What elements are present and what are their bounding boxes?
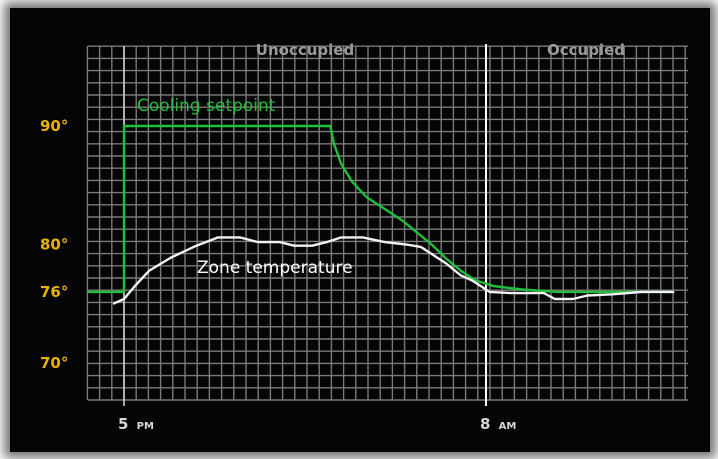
series-label-zone-temperature: Zone temperature (197, 258, 353, 278)
x-tick-label: 8 AM (480, 415, 516, 433)
y-tick-label: 70° (40, 354, 68, 372)
grid (86, 45, 688, 401)
zone-temperature-line (112, 236, 675, 305)
x-tick-label: 5 PM (118, 415, 154, 433)
chart-panel (10, 8, 710, 452)
series-layer (88, 124, 675, 305)
y-tick-label: 80° (40, 236, 68, 254)
text-layer: 90° 80° 76° 70° 5 PM 8 AM Unoccupied Occupied Co… (40, 41, 625, 433)
y-tick-label: 76° (40, 283, 68, 301)
region-label-unoccupied: Unoccupied (256, 41, 354, 59)
y-tick-label: 90° (40, 117, 68, 135)
region-label-occupied: Occupied (547, 41, 625, 59)
series-label-cooling-setpoint: Cooling setpoint (137, 96, 276, 116)
cooling-setpoint-line (88, 124, 675, 294)
